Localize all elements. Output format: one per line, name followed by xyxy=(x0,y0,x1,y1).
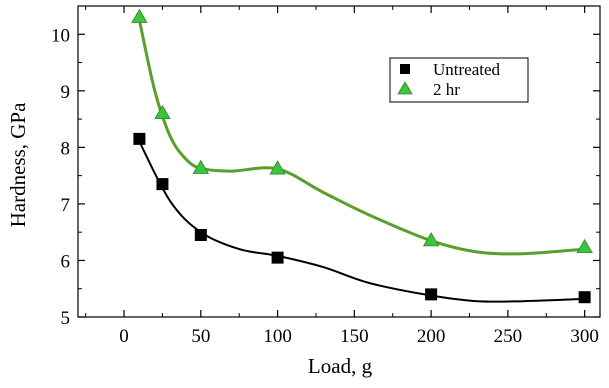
y-tick-label: 7 xyxy=(61,195,71,216)
data-point-untreated xyxy=(194,229,207,242)
y-tick-label: 6 xyxy=(61,251,71,272)
x-tick-label: 250 xyxy=(494,326,523,347)
data-markers xyxy=(131,8,593,304)
data-point-2hr xyxy=(422,232,440,247)
plot-frame xyxy=(77,5,601,318)
x-axis-title: Load, g xyxy=(308,354,373,378)
data-point-2hr xyxy=(154,104,171,120)
y-tick-label: 10 xyxy=(51,25,70,46)
series-line-untreated xyxy=(138,140,586,303)
axis-ticks: 0 50 100 150 200 250 300 5 6 7 8 9 10 xyxy=(51,6,600,347)
x-tick-label: 50 xyxy=(191,326,210,347)
data-point-untreated xyxy=(578,291,591,304)
data-point-untreated xyxy=(133,132,146,145)
y-tick-label: 9 xyxy=(61,82,71,103)
x-tick-label: 300 xyxy=(570,326,599,347)
x-tick-label: 100 xyxy=(263,326,292,347)
y-tick-label: 5 xyxy=(61,308,71,329)
x-tick-label: 200 xyxy=(417,326,446,347)
data-point-untreated xyxy=(271,251,284,264)
data-point-2hr xyxy=(131,8,148,23)
data-point-2hr xyxy=(192,159,210,174)
x-tick-label: 0 xyxy=(119,326,129,347)
legend-label-2hr: 2 hr xyxy=(433,80,460,99)
legend-marker-2hr xyxy=(397,81,413,95)
data-point-untreated xyxy=(425,288,438,301)
legend: Untreated 2 hr xyxy=(389,57,529,103)
data-point-2hr xyxy=(576,238,593,254)
y-tick-label: 8 xyxy=(61,138,71,159)
series-line-2hr xyxy=(137,18,587,256)
data-point-2hr xyxy=(269,160,286,175)
data-point-untreated xyxy=(156,178,169,191)
x-tick-label: 150 xyxy=(340,326,369,347)
legend-box xyxy=(389,57,529,103)
legend-marker-untreated xyxy=(400,64,410,74)
legend-label-untreated: Untreated xyxy=(433,60,501,79)
y-axis-title: Hardness, GPa xyxy=(6,102,30,227)
